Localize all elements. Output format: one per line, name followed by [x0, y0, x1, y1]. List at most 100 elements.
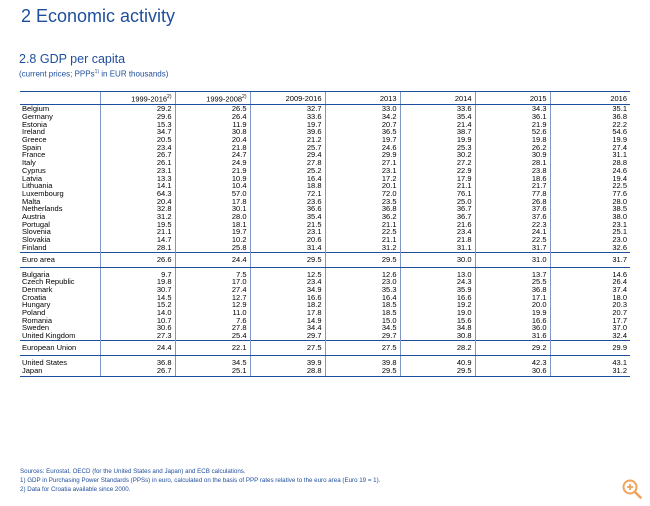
table-notes: Sources: Eurostat, OECD (for the United …	[20, 468, 380, 494]
value-cell: 27.3	[99, 332, 175, 341]
value-cell: 22.3	[474, 221, 550, 229]
value-cell: 13.0	[399, 267, 475, 279]
value-cell: 20.4	[99, 197, 175, 206]
value-cell: 17.8	[174, 197, 250, 206]
table-row: United Kingdom 27.3 25.4 29.7 29.7 30.8 31.6 32…	[20, 332, 630, 341]
value-cell: 15.2	[99, 301, 175, 310]
value-cell: 20.1	[324, 182, 400, 190]
table-row: Ireland 34.7 30.8 39.6 36.5 38.7 52.6 54.6	[20, 127, 630, 137]
value-cell: 29.9	[549, 339, 630, 356]
value-cell: 14.1	[99, 182, 175, 190]
value-cell: 36.8	[474, 286, 550, 294]
value-cell: 36.8	[99, 355, 175, 367]
value-cell: 30.1	[174, 205, 250, 214]
value-cell: 39.8	[324, 355, 400, 367]
value-cell: 31.0	[474, 251, 550, 268]
value-cell: 26.4	[549, 278, 630, 286]
value-cell: 25.5	[474, 278, 550, 286]
value-cell: 20.3	[549, 301, 630, 310]
value-cell: 36.7	[399, 205, 475, 214]
value-cell: 22.2	[549, 120, 630, 129]
table-row: Bulgaria 9.7 7.5 12.5 12.6 13.0 13.7 14.6	[20, 267, 630, 279]
zoom-button[interactable]	[620, 477, 644, 501]
country-cell: Czech Republic	[22, 277, 75, 287]
column-header: 2015	[474, 90, 550, 106]
country-cell: Euro area	[20, 251, 100, 268]
value-cell: 17.2	[324, 174, 400, 183]
value-cell: 25.8	[174, 243, 250, 253]
table-row: Czech Republic 19.8 17.0 23.4 23.0 24.3 25.5 26…	[20, 278, 630, 286]
country-cell: Slovakia	[22, 235, 51, 245]
value-cell: 19.9	[474, 309, 550, 317]
value-cell: 22.5	[324, 228, 400, 237]
value-cell: 36.8	[549, 113, 630, 121]
value-cell: 23.1	[249, 228, 325, 237]
value-cell: 30.8	[174, 128, 250, 137]
value-cell: 24.7	[174, 151, 250, 160]
value-cell: 28.1	[474, 159, 550, 167]
value-cell: 27.4	[174, 286, 250, 294]
value-cell: 22.1	[174, 339, 250, 356]
country-cell: Poland	[22, 308, 46, 318]
value-cell: 34.3	[474, 104, 550, 113]
country-cell: Latvia	[22, 173, 43, 183]
value-cell: 22.9	[399, 167, 475, 175]
value-cell: 12.5	[249, 267, 325, 279]
value-cell: 19.7	[249, 120, 325, 129]
country-cell: Slovenia	[22, 227, 51, 237]
value-cell: 26.2	[474, 144, 550, 152]
value-cell: 21.4	[399, 120, 475, 129]
value-cell: 19.9	[549, 136, 630, 144]
country-cell: Ireland	[22, 127, 45, 137]
value-cell: 19.7	[324, 136, 400, 144]
value-cell: 29.4	[249, 151, 325, 160]
value-cell: 14.7	[99, 236, 175, 244]
column-header-label: 1999-2008	[206, 94, 243, 104]
value-cell: 14.5	[99, 293, 175, 302]
value-cell: 20.6	[249, 236, 325, 244]
table-row: Finland 28.1 25.8 31.4 31.2 31.1 31.7 32.6	[20, 242, 630, 253]
value-cell: 20.0	[474, 301, 550, 310]
table-row: Germany 29.6 26.4 33.6 34.2 35.4 36.1 36.8	[20, 113, 630, 121]
value-cell: 26.5	[174, 104, 250, 113]
value-cell: 35.9	[399, 286, 475, 294]
value-cell: 52.6	[474, 128, 550, 137]
table-row: Italy 26.1 24.9 27.8 27.1 27.2 28.1 28.8	[20, 159, 630, 167]
value-cell: 72.0	[324, 190, 400, 198]
value-cell: 18.8	[249, 182, 325, 190]
value-cell: 31.4	[249, 243, 325, 253]
value-cell: 23.1	[99, 167, 175, 175]
country-cell: Finland	[22, 242, 47, 252]
value-cell: 7.6	[174, 317, 250, 325]
value-cell: 25.1	[174, 366, 250, 378]
value-cell: 77.6	[549, 190, 630, 198]
value-cell: 21.9	[174, 167, 250, 175]
value-cell: 17.0	[174, 278, 250, 286]
value-cell: 57.0	[174, 190, 250, 198]
value-cell: 31.2	[549, 366, 630, 378]
value-cell: 32.4	[549, 332, 630, 341]
footnote-1: 1) GDP in Purchasing Power Standards (PP…	[20, 476, 381, 484]
value-cell: 25.7	[249, 144, 325, 152]
value-cell: 28.8	[249, 366, 325, 378]
table-row: Austria 31.2 28.0 35.4 36.2 36.7 37.6 38.0	[20, 213, 630, 221]
table-row: Luxembourg 64.3 57.0 72.1 72.0 76.1 77.8 77.6	[20, 190, 630, 198]
value-cell: 29.5	[324, 251, 400, 268]
value-cell: 23.8	[474, 167, 550, 175]
value-cell: 21.2	[249, 136, 325, 144]
value-cell: 20.4	[174, 136, 250, 144]
page-title: 2 Economic activity	[21, 6, 176, 26]
country-cell: Denmark	[22, 284, 53, 294]
value-cell: 11.9	[174, 120, 250, 129]
value-cell: 34.7	[99, 128, 175, 137]
aggregate-row: Euro area 26.6 24.4 29.5 29.5 30.0 31.0 31.7	[20, 251, 630, 268]
column-header: 2016	[549, 90, 630, 106]
value-cell: 26.8	[474, 197, 550, 206]
country-cell: Spain	[22, 142, 42, 152]
zoom-in-icon	[622, 479, 642, 499]
country-cell: Sweden	[22, 323, 50, 333]
value-cell: 24.1	[474, 228, 550, 237]
value-cell: 12.7	[174, 293, 250, 302]
value-cell: 16.4	[324, 293, 400, 302]
value-cell: 25.3	[399, 144, 475, 152]
